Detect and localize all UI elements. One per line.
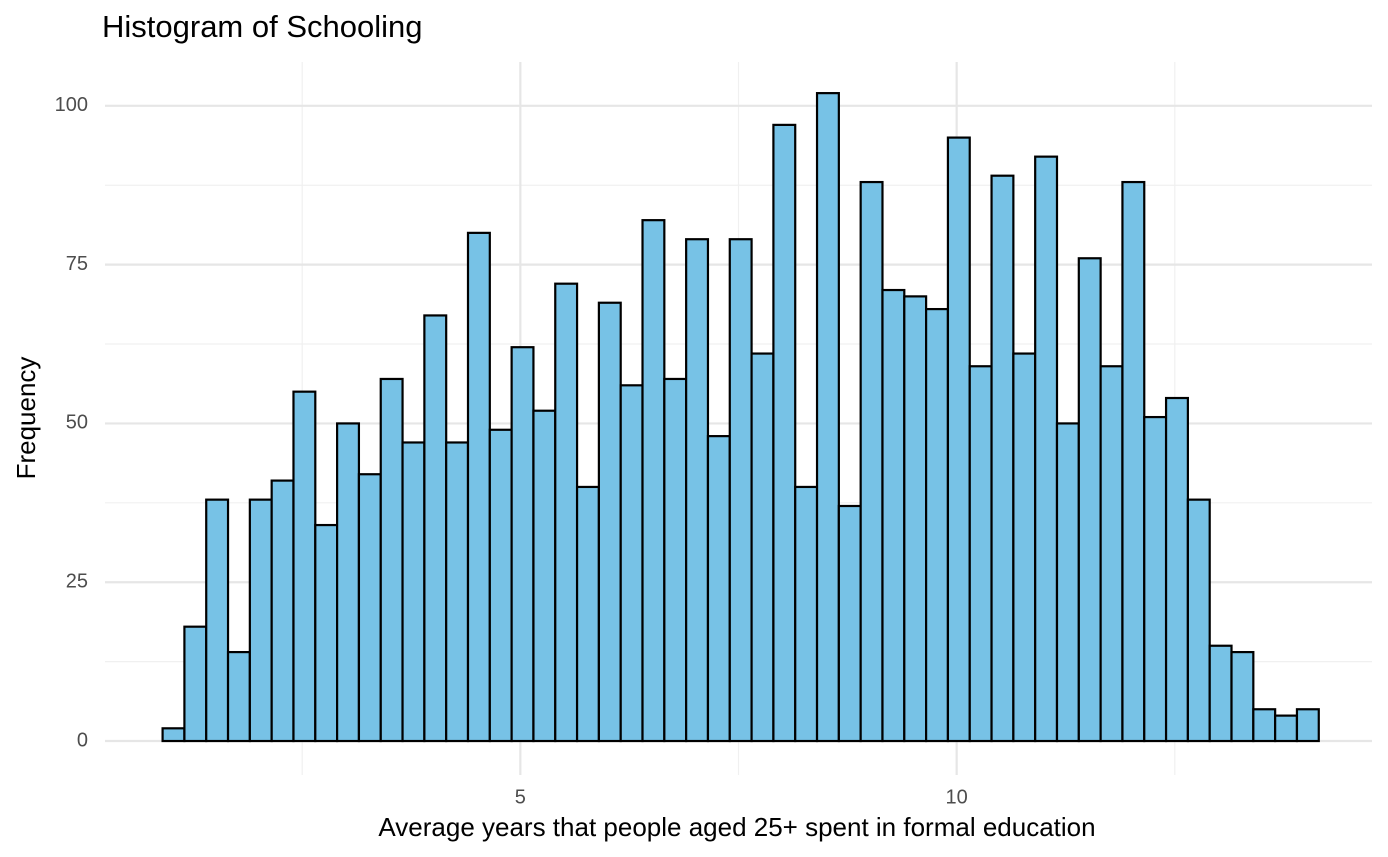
y-tick-label: 50 [66,412,88,434]
bar [837,504,862,743]
bar [1164,396,1189,743]
bar [292,390,317,743]
bar [794,485,819,743]
bar [1208,644,1233,743]
bar [641,219,666,743]
bar [248,498,273,743]
bar [772,123,797,743]
bar [619,384,644,743]
x-tick-label: 10 [946,786,968,808]
y-tick-label: 100 [55,94,88,116]
bar [946,136,971,743]
y-tick-label: 25 [66,571,88,593]
bar [226,650,251,743]
bars [161,92,1320,743]
bar [401,441,426,743]
bar [685,238,710,743]
bar [1121,180,1146,743]
y-tick-label: 0 [77,729,88,751]
bar [663,377,688,743]
bar [1230,650,1255,743]
bar [1055,422,1080,743]
bar [728,238,753,743]
y-tick-label: 75 [66,253,88,275]
bar [314,523,339,743]
bar [968,365,993,743]
bar [466,231,491,743]
bar [750,352,775,743]
bar [1012,352,1037,743]
bar [532,409,557,743]
bar [597,301,622,743]
bar [881,288,906,743]
bar [1252,708,1277,743]
chart-title: Histogram of Schooling [102,9,423,44]
bar [161,727,186,743]
bar [423,314,448,743]
x-tick-label: 5 [515,786,526,808]
bar [488,428,513,743]
bar [1077,257,1102,743]
bar [706,435,731,743]
bar [990,174,1015,743]
bar [1034,155,1059,743]
bar [554,282,579,743]
bar [903,295,928,743]
bar [270,479,295,743]
bar [183,625,208,743]
bar [1186,498,1211,743]
x-axis-label: Average years that people aged 25+ spent… [378,812,1095,842]
bar [379,377,404,743]
y-axis-label: Frequency [11,357,41,480]
bar [925,307,950,743]
bar [205,498,230,743]
bar [510,346,535,743]
bar [445,441,470,743]
bar [1143,415,1168,743]
bar [815,92,840,743]
bar [859,180,884,743]
bar [1274,714,1299,743]
bar [1295,708,1320,743]
bar [336,422,361,743]
bar [357,473,382,743]
bar [1099,365,1124,743]
bar [575,485,600,743]
